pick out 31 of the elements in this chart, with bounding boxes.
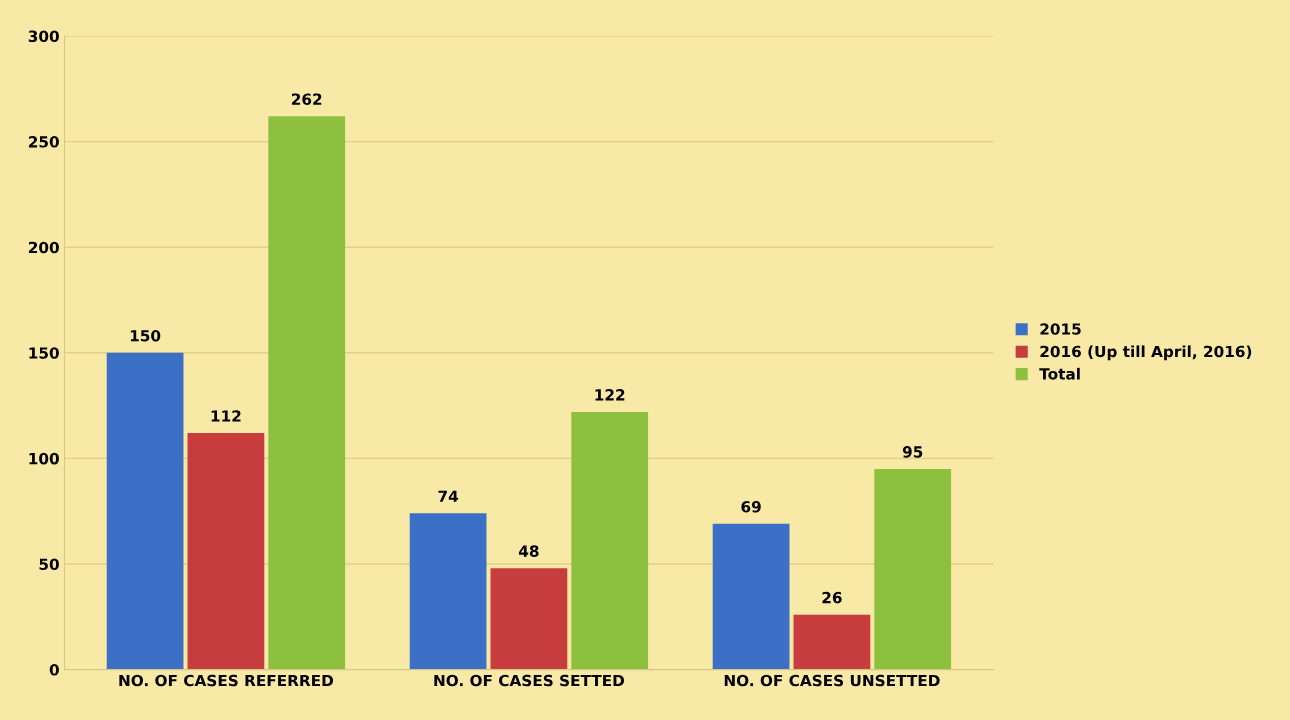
legend-label: Total (1039, 367, 1080, 380)
y-tick-label: 100 (29, 452, 59, 465)
data-label: 150 (130, 329, 161, 342)
x-tick-label: NO. OF CASES REFERRED (119, 674, 334, 687)
x-tick-label: NO. OF CASES SETTED (434, 674, 625, 687)
y-tick-label: 200 (28, 241, 59, 254)
data-label: 74 (438, 490, 459, 502)
data-label: 122 (595, 389, 625, 401)
data-label: 95 (902, 446, 923, 458)
legend-label: 2016 (Up till April, 2016) (1040, 345, 1252, 361)
y-tick-label: 150 (29, 347, 59, 359)
data-label: 48 (518, 545, 539, 557)
y-tick-label: 50 (39, 558, 59, 571)
data-label: 112 (211, 410, 241, 422)
data-label: 26 (822, 591, 842, 604)
y-tick-label: 250 (28, 136, 59, 148)
bar (793, 614, 871, 670)
x-tick-label: NO. OF CASES UNSETTED (724, 674, 940, 687)
data-label: 262 (291, 93, 322, 105)
bar (409, 513, 487, 670)
bar (106, 352, 184, 670)
y-tick-label: 0 (49, 664, 59, 676)
y-tick-label: 300 (28, 30, 59, 43)
bar (490, 568, 568, 670)
legend-label: 2015 (1040, 323, 1081, 335)
bar (268, 116, 346, 670)
bar (874, 468, 952, 670)
bar (187, 433, 265, 670)
data-label: 69 (741, 501, 761, 513)
bar (571, 411, 649, 670)
bar (712, 523, 790, 670)
